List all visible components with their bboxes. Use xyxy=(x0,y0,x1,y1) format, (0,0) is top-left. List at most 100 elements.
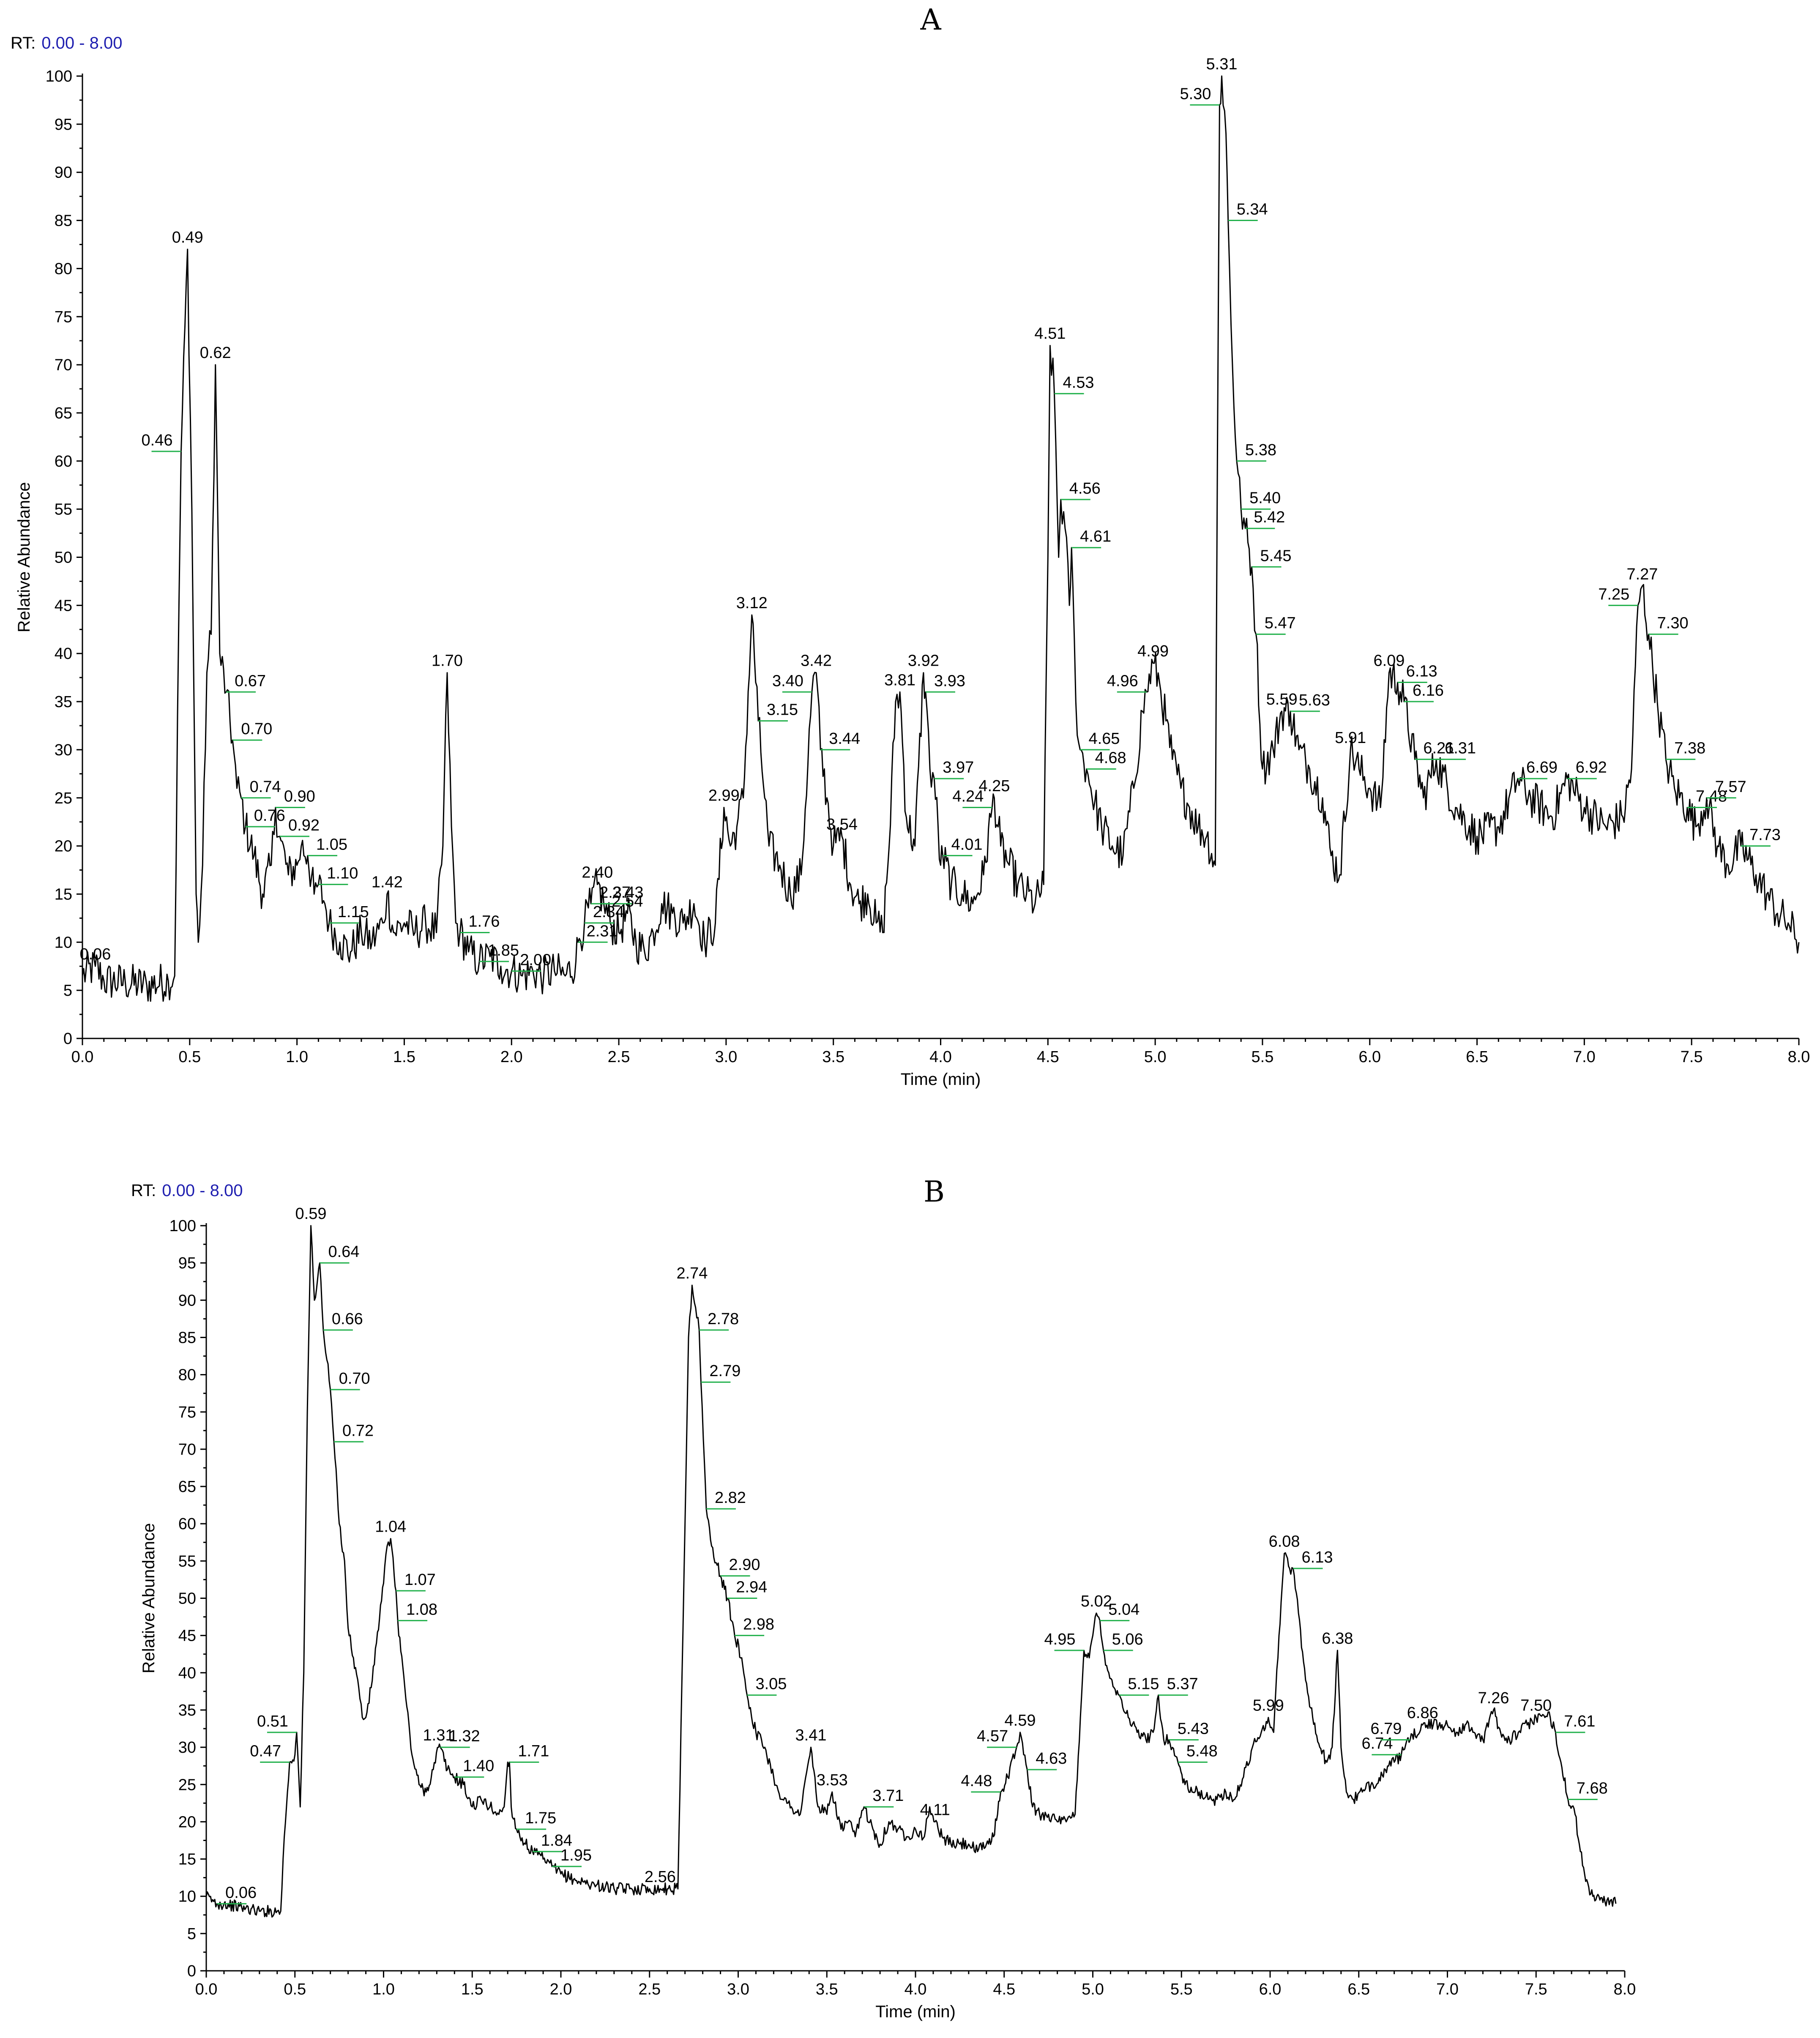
peak-label: 6.21 xyxy=(1423,740,1454,757)
x-tick-label: 6.5 xyxy=(1466,1048,1488,1066)
peak-label: 0.72 xyxy=(342,1422,374,1440)
peak-label: 2.37 xyxy=(599,884,631,902)
peak-label: 1.07 xyxy=(404,1571,436,1589)
peak-label: 5.40 xyxy=(1249,489,1281,507)
peak-label: 4.63 xyxy=(1036,1750,1067,1768)
y-tick-label: 60 xyxy=(55,453,72,470)
x-tick-label: 0.5 xyxy=(284,1981,306,1998)
x-tick-label: 4.5 xyxy=(993,1981,1015,1998)
peak-label: 1.71 xyxy=(518,1742,549,1760)
peak-label: 5.02 xyxy=(1081,1593,1112,1610)
x-tick-label: 6.0 xyxy=(1259,1981,1282,1998)
y-tick-label: 90 xyxy=(55,164,72,182)
y-tick-label: 10 xyxy=(178,1888,196,1906)
x-tick-label: 0.0 xyxy=(71,1048,94,1066)
rt-prefix: RT: xyxy=(131,1181,156,1200)
peak-label: 5.38 xyxy=(1245,441,1276,459)
peak-label: 4.56 xyxy=(1069,480,1101,497)
peak-label: 2.31 xyxy=(587,922,618,940)
x-axis-title: Time (min) xyxy=(901,1070,981,1089)
peak-label: 5.63 xyxy=(1299,691,1330,709)
x-tick-label: 5.0 xyxy=(1082,1981,1104,1998)
peak-label: 3.71 xyxy=(872,1787,904,1805)
peak-label: 1.76 xyxy=(468,913,500,931)
rt-prefix: RT: xyxy=(11,34,36,52)
peak-label: 1.84 xyxy=(541,1832,572,1849)
y-tick-label: 75 xyxy=(55,308,72,326)
peak-label: 2.78 xyxy=(708,1310,739,1328)
y-tick-label: 60 xyxy=(178,1515,196,1533)
peak-label: 0.49 xyxy=(172,229,203,246)
peak-label: 1.31 xyxy=(423,1727,454,1744)
peak-label: 6.13 xyxy=(1406,663,1437,680)
x-tick-label: 3.5 xyxy=(822,1048,844,1066)
peak-label: 6.31 xyxy=(1445,740,1476,757)
x-tick-label: 0.5 xyxy=(178,1048,201,1066)
peak-label: 2.34 xyxy=(593,903,624,921)
y-tick-label: 95 xyxy=(55,116,72,134)
peak-label: 0.90 xyxy=(284,788,315,806)
peak-label: 3.42 xyxy=(801,652,832,670)
x-tick-label: 8.0 xyxy=(1788,1048,1810,1066)
peak-label: 2.74 xyxy=(676,1265,708,1282)
peak-label: 0.47 xyxy=(250,1742,281,1760)
rt-range-header: RT: 0.00 - 8.00 xyxy=(131,1181,243,1200)
peak-label: 3.53 xyxy=(817,1771,848,1789)
chromatogram-panel-b: B RT: 0.00 - 8.00 0 5 10 15 20 25 30 35 40 45 50 55 60 6… xyxy=(131,1175,1636,2021)
x-tick-label: 7.0 xyxy=(1573,1048,1596,1066)
x-tick-label: 0.0 xyxy=(195,1981,218,1998)
x-tick-label: 2.5 xyxy=(638,1981,661,1998)
peak-label: 3.92 xyxy=(908,652,939,670)
peak-label: 6.09 xyxy=(1373,652,1405,670)
x-tick-label: 8.0 xyxy=(1614,1981,1636,1998)
x-tick-label: 4.0 xyxy=(905,1981,927,1998)
peak-label: 6.13 xyxy=(1302,1549,1333,1566)
peak-label: 5.30 xyxy=(1180,85,1211,103)
peak-label: 4.48 xyxy=(961,1772,992,1790)
peak-label: 5.31 xyxy=(1206,55,1238,73)
x-tick-label: 2.0 xyxy=(550,1981,572,1998)
peak-label: 4.95 xyxy=(1044,1631,1076,1648)
peak-label: 0.62 xyxy=(200,344,231,362)
peak-label: 2.99 xyxy=(708,787,740,805)
peak-label: 1.70 xyxy=(432,652,463,670)
x-tick-label: 1.0 xyxy=(372,1981,395,1998)
peak-label: 0.66 xyxy=(332,1310,363,1328)
peak-label: 6.69 xyxy=(1526,759,1558,776)
peak-label: 0.51 xyxy=(257,1713,288,1730)
peak-label: 6.38 xyxy=(1322,1630,1353,1647)
peak-label: 4.53 xyxy=(1063,374,1094,391)
y-tick-label: 0 xyxy=(63,1030,72,1048)
y-tick-label: 65 xyxy=(178,1478,196,1496)
chromatogram-panel-a: A RT: 0.00 - 8.00 0 5 10 15 20 25 30 35 40 45 50 55 60 6… xyxy=(11,3,1810,1089)
peak-label: 4.99 xyxy=(1137,642,1169,660)
peak-label: 1.85 xyxy=(488,942,519,959)
peak-label: 4.96 xyxy=(1107,672,1138,690)
peak-label: 2.79 xyxy=(709,1362,741,1380)
y-tick-label: 100 xyxy=(46,68,72,85)
peak-label: 7.48 xyxy=(1696,788,1727,806)
rt-range-value: 0.00 - 8.00 xyxy=(41,34,122,52)
peak-label: 4.01 xyxy=(951,836,983,853)
x-tick-label: 4.0 xyxy=(929,1048,952,1066)
peak-label: 1.08 xyxy=(406,1601,437,1618)
peak-label: 2.40 xyxy=(582,864,613,882)
x-tick-label: 1.5 xyxy=(461,1981,484,1998)
peak-label: 4.24 xyxy=(952,788,984,806)
peak-label: 5.45 xyxy=(1260,547,1292,565)
y-tick-label: 65 xyxy=(55,404,72,422)
peak-label: 7.73 xyxy=(1749,826,1781,844)
x-tick-label: 3.0 xyxy=(727,1981,749,1998)
x-tick-label: 5.5 xyxy=(1170,1981,1193,1998)
peak-label: 3.97 xyxy=(943,759,974,776)
peak-label: 5.47 xyxy=(1265,615,1296,632)
y-tick-label: 30 xyxy=(55,741,72,759)
peak-label: 6.86 xyxy=(1407,1704,1438,1722)
peak-label: 7.26 xyxy=(1478,1689,1509,1707)
panel-title: A xyxy=(920,3,941,37)
peak-label: 1.04 xyxy=(375,1518,406,1535)
y-tick-label: 75 xyxy=(178,1404,196,1421)
peak-label: 5.37 xyxy=(1167,1675,1198,1693)
y-tick-label: 100 xyxy=(169,1217,196,1235)
peak-label: 1.15 xyxy=(338,903,369,921)
